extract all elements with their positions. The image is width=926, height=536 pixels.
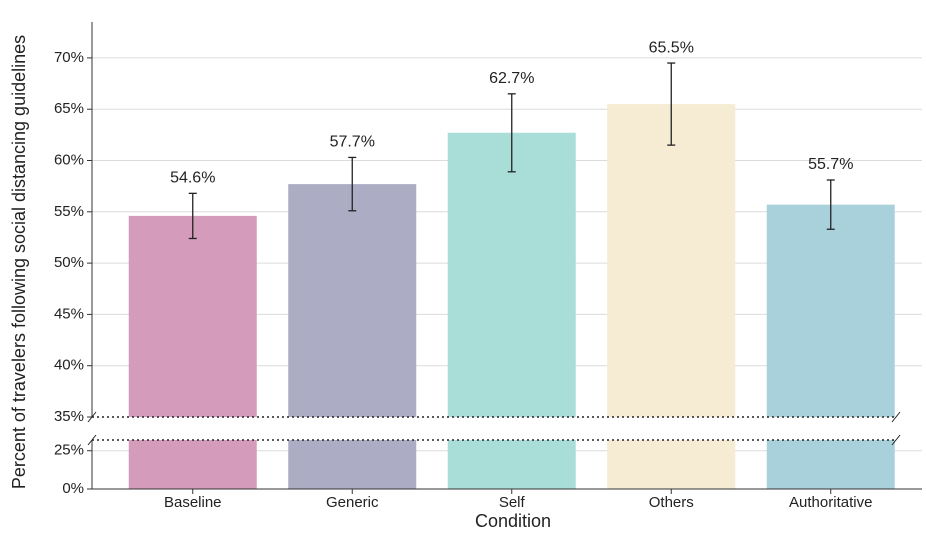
x-tick-label: Generic bbox=[326, 494, 379, 511]
value-label: 54.6% bbox=[170, 170, 215, 187]
value-label: 62.7% bbox=[489, 70, 534, 87]
bar bbox=[447, 132, 576, 490]
y-tick-label: 0% bbox=[62, 480, 84, 497]
x-tick-label: Others bbox=[649, 494, 694, 511]
y-tick-label: 70% bbox=[54, 49, 84, 66]
break-mark bbox=[891, 411, 901, 423]
y-tick-label: 40% bbox=[54, 357, 84, 374]
value-label: 55.7% bbox=[808, 156, 853, 173]
y-tick-label: 55% bbox=[54, 203, 84, 220]
y-tick-label: 35% bbox=[54, 408, 84, 425]
y-tick-label: 45% bbox=[54, 305, 84, 322]
x-axis-label: Condition bbox=[475, 511, 551, 531]
bar bbox=[607, 104, 736, 490]
break-mark bbox=[891, 434, 901, 446]
y-tick-label: 25% bbox=[54, 442, 84, 459]
value-label: 57.7% bbox=[330, 134, 375, 151]
value-label: 65.5% bbox=[649, 39, 694, 56]
y-axis-label: Percent of travelers following social di… bbox=[9, 35, 29, 489]
bar bbox=[128, 215, 257, 489]
x-tick-label: Baseline bbox=[164, 494, 222, 511]
y-tick-label: 50% bbox=[54, 254, 84, 271]
x-tick-label: Self bbox=[499, 494, 526, 511]
bar bbox=[766, 204, 895, 489]
bar bbox=[288, 184, 417, 490]
break-mark bbox=[87, 411, 97, 423]
y-tick-label: 60% bbox=[54, 151, 84, 168]
y-tick-label: 65% bbox=[54, 100, 84, 117]
break-mark bbox=[87, 434, 97, 446]
x-tick-label: Authoritative bbox=[789, 494, 872, 511]
